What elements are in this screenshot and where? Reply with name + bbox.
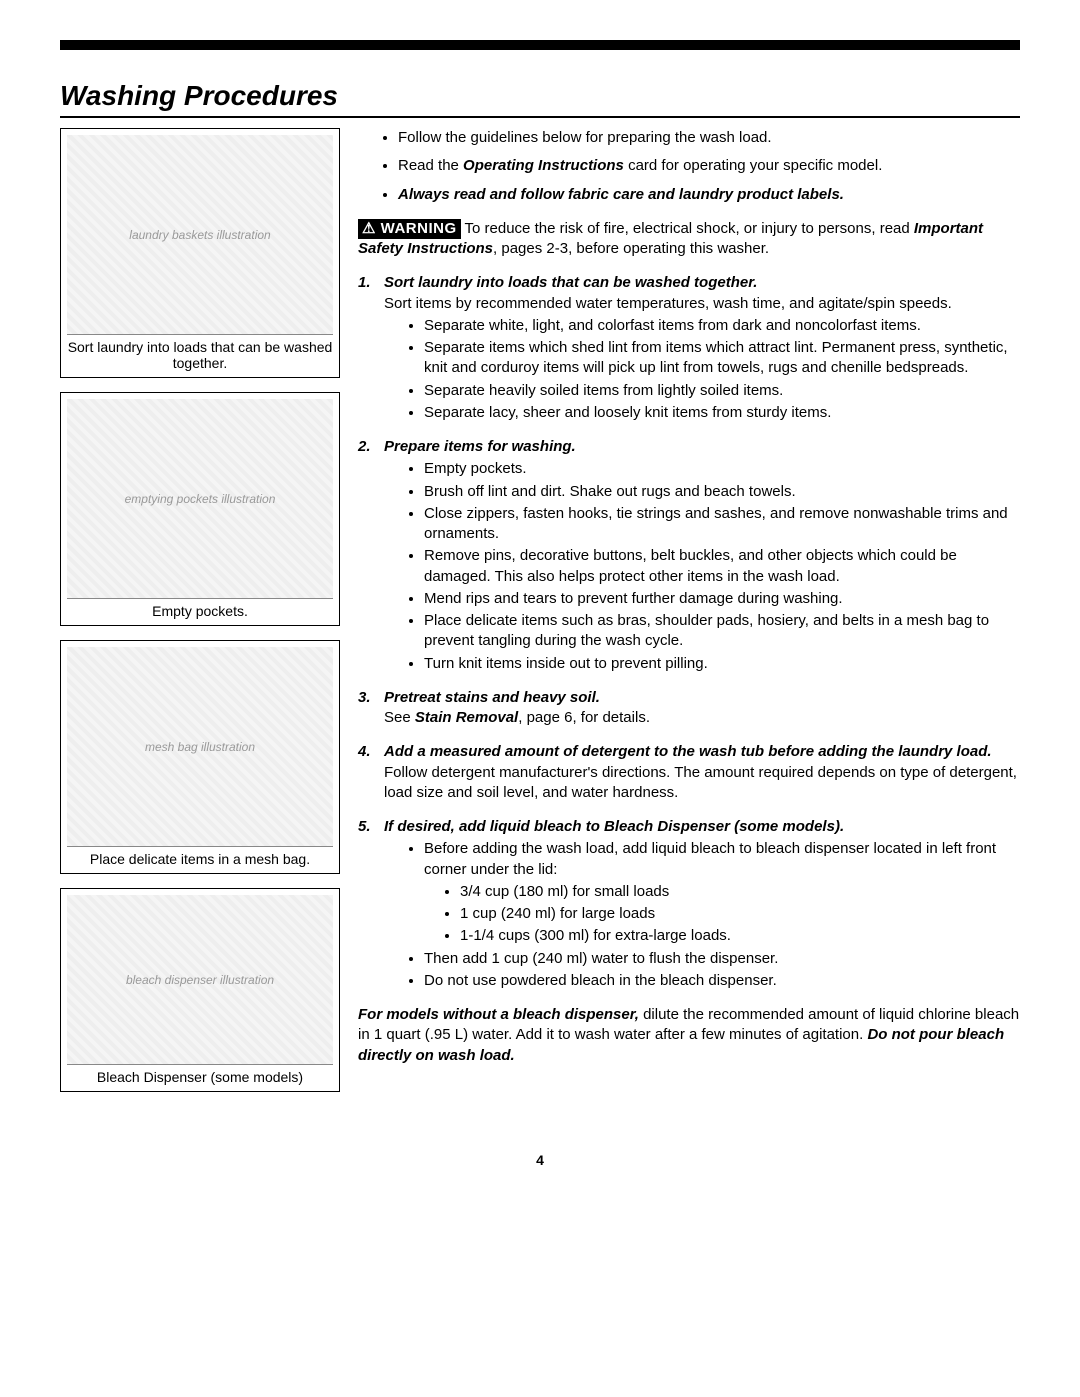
s2-item: Turn knit items inside out to prevent pi… xyxy=(424,654,1020,674)
s2-item: Empty pockets. xyxy=(424,459,1020,479)
s5-amount: 1-1/4 cups (300 ml) for extra-large load… xyxy=(460,926,1020,946)
s5-lead-text: Before adding the wash load, add liquid … xyxy=(424,840,996,877)
figure-pockets: emptying pockets illustration Empty pock… xyxy=(60,392,340,626)
content-columns: laundry baskets illustration Sort laundr… xyxy=(60,128,1020,1092)
page-number: 4 xyxy=(60,1152,1020,1168)
step-3: Pretreat stains and heavy soil. See Stai… xyxy=(358,688,1020,729)
step-4-title: Add a measured amount of detergent to th… xyxy=(384,743,992,760)
top-bullet-3: Always read and follow fabric care and l… xyxy=(398,185,1020,205)
step-5-title: If desired, add liquid bleach to Bleach … xyxy=(384,818,844,835)
tb2-pre: Read the xyxy=(398,157,463,174)
s5-lead: Before adding the wash load, add liquid … xyxy=(424,839,1020,946)
footer-paragraph: For models without a bleach dispenser, d… xyxy=(358,1005,1020,1066)
warning-badge: WARNING xyxy=(358,219,461,239)
figure-pockets-image: emptying pockets illustration xyxy=(67,399,333,599)
steps-list: Sort laundry into loads that can be wash… xyxy=(358,273,1020,991)
warning-line: WARNING To reduce the risk of fire, elec… xyxy=(358,219,1020,260)
s5-tail: Then add 1 cup (240 ml) water to flush t… xyxy=(424,949,1020,969)
figure-mesh-image: mesh bag illustration xyxy=(67,647,333,847)
s1-item: Separate white, light, and colorfast ite… xyxy=(424,316,1020,336)
s5-amounts: 3/4 cup (180 ml) for small loads 1 cup (… xyxy=(424,882,1020,947)
tb2-bold: Operating Instructions xyxy=(463,157,624,174)
step-2: Prepare items for washing. Empty pockets… xyxy=(358,437,1020,674)
figure-bleach: bleach dispenser illustration Bleach Dis… xyxy=(60,888,340,1092)
top-bullet-1: Follow the guidelines below for preparin… xyxy=(398,128,1020,148)
step-1-items: Separate white, light, and colorfast ite… xyxy=(384,316,1020,423)
s5-tail: Do not use powdered bleach in the bleach… xyxy=(424,971,1020,991)
s2-item: Close zippers, fasten hooks, tie strings… xyxy=(424,504,1020,545)
step-4: Add a measured amount of detergent to th… xyxy=(358,742,1020,803)
step-1: Sort laundry into loads that can be wash… xyxy=(358,273,1020,423)
instruction-column: Follow the guidelines below for preparin… xyxy=(358,128,1020,1092)
s1-item: Separate lacy, sheer and loosely knit it… xyxy=(424,403,1020,423)
top-divider xyxy=(60,40,1020,50)
s3-pre: See xyxy=(384,709,415,726)
figure-sort-image: laundry baskets illustration xyxy=(67,135,333,335)
footer-lead: For models without a bleach dispenser, xyxy=(358,1006,639,1023)
figure-mesh-caption: Place delicate items in a mesh bag. xyxy=(90,851,310,867)
top-bullet-2: Read the Operating Instructions card for… xyxy=(398,156,1020,176)
step-3-title: Pretreat stains and heavy soil. xyxy=(384,689,600,706)
s5-amount: 1 cup (240 ml) for large loads xyxy=(460,904,1020,924)
figure-mesh: mesh bag illustration Place delicate ite… xyxy=(60,640,340,874)
figure-column: laundry baskets illustration Sort laundr… xyxy=(60,128,340,1092)
step-1-intro: Sort items by recommended water temperat… xyxy=(384,295,952,312)
page-title: Washing Procedures xyxy=(60,80,1020,118)
s2-item: Brush off lint and dirt. Shake out rugs … xyxy=(424,482,1020,502)
warning-pre: To reduce the risk of fire, electrical s… xyxy=(461,220,914,237)
figure-pockets-caption: Empty pockets. xyxy=(152,603,248,619)
s3-bold: Stain Removal xyxy=(415,709,518,726)
figure-bleach-image: bleach dispenser illustration xyxy=(67,895,333,1065)
s1-item: Separate heavily soiled items from light… xyxy=(424,381,1020,401)
step-5-items: Before adding the wash load, add liquid … xyxy=(384,839,1020,991)
step-1-title: Sort laundry into loads that can be wash… xyxy=(384,274,757,291)
s4-body: Follow detergent manufacturer's directio… xyxy=(384,764,1017,801)
top-bullets: Follow the guidelines below for preparin… xyxy=(358,128,1020,205)
step-5: If desired, add liquid bleach to Bleach … xyxy=(358,817,1020,991)
warning-post: , pages 2-3, before operating this washe… xyxy=(493,240,769,257)
s1-item: Separate items which shed lint from item… xyxy=(424,338,1020,379)
tb2-post: card for operating your specific model. xyxy=(624,157,882,174)
s2-item: Remove pins, decorative buttons, belt bu… xyxy=(424,546,1020,587)
s2-item: Place delicate items such as bras, shoul… xyxy=(424,611,1020,652)
figure-sort: laundry baskets illustration Sort laundr… xyxy=(60,128,340,378)
figure-sort-caption: Sort laundry into loads that can be wash… xyxy=(67,339,333,371)
s2-item: Mend rips and tears to prevent further d… xyxy=(424,589,1020,609)
step-2-title: Prepare items for washing. xyxy=(384,438,576,455)
step-2-items: Empty pockets. Brush off lint and dirt. … xyxy=(384,459,1020,674)
s5-amount: 3/4 cup (180 ml) for small loads xyxy=(460,882,1020,902)
figure-bleach-caption: Bleach Dispenser (some models) xyxy=(97,1069,303,1085)
s3-post: , page 6, for details. xyxy=(518,709,650,726)
